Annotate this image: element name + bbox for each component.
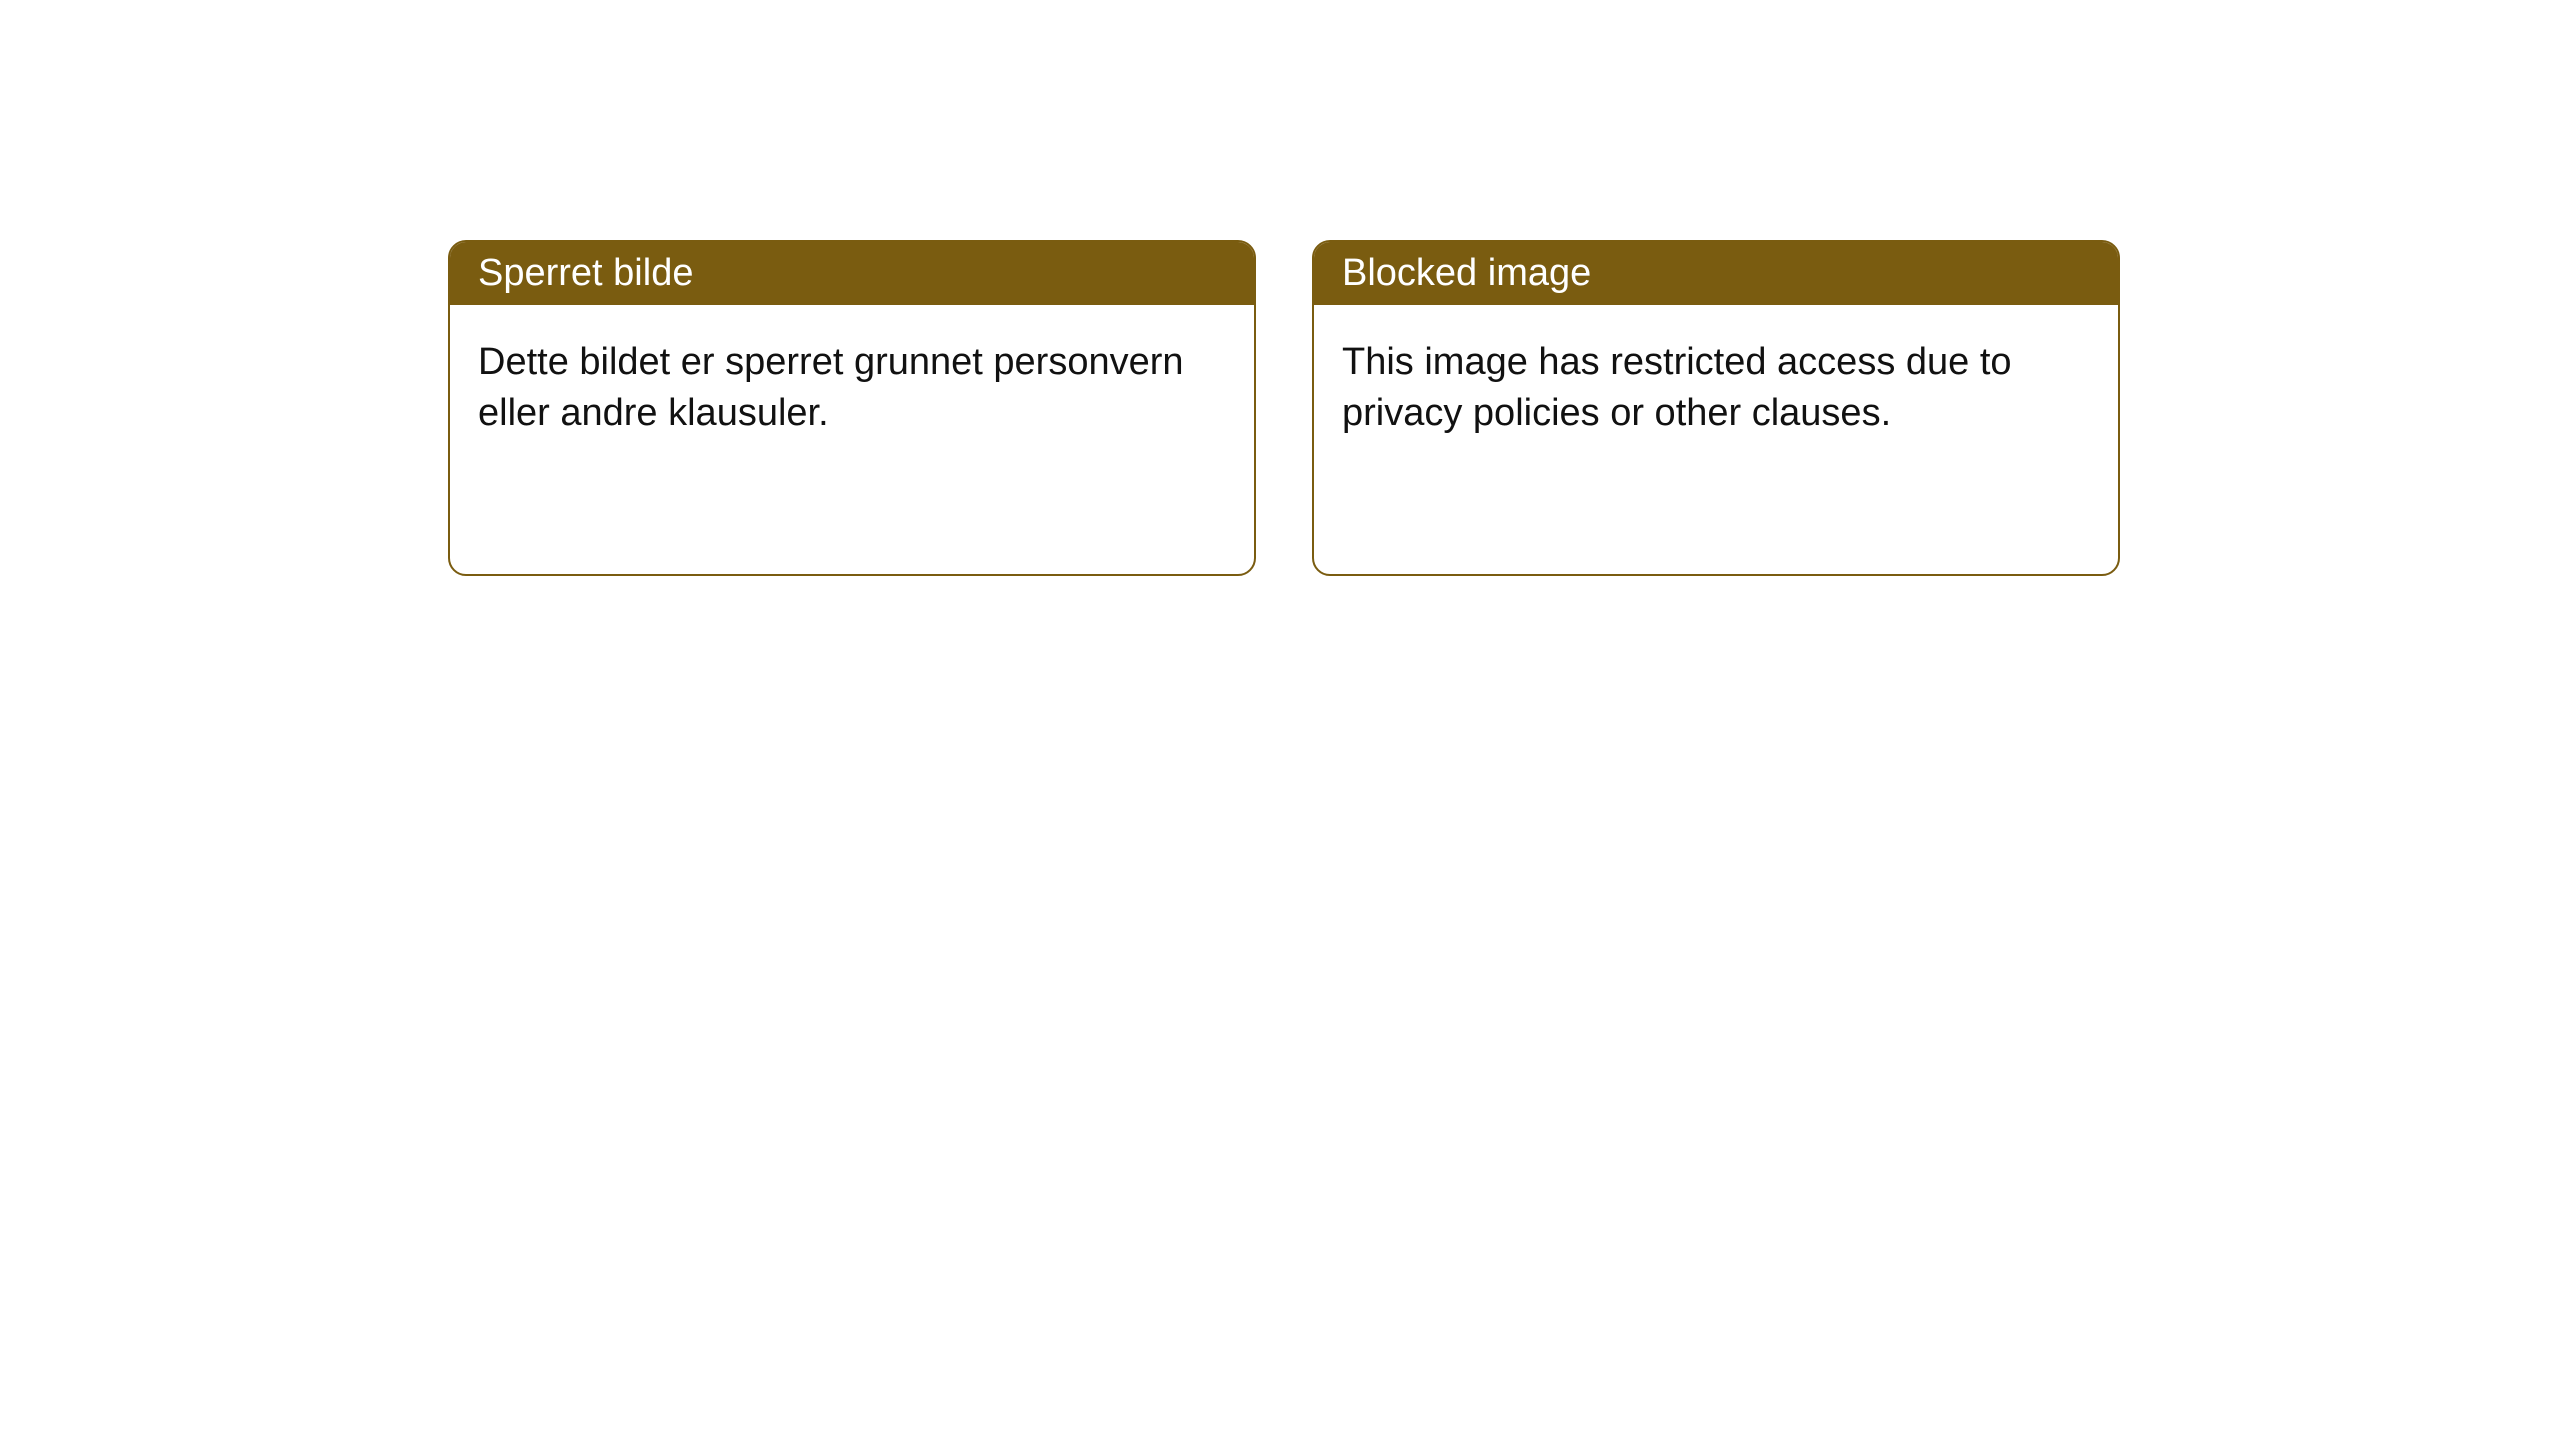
notice-card-norwegian: Sperret bilde Dette bildet er sperret gr… — [448, 240, 1256, 576]
card-title: Blocked image — [1314, 242, 2118, 305]
card-title: Sperret bilde — [450, 242, 1254, 305]
card-body-text: Dette bildet er sperret grunnet personve… — [450, 305, 1254, 472]
notice-card-english: Blocked image This image has restricted … — [1312, 240, 2120, 576]
notice-cards-container: Sperret bilde Dette bildet er sperret gr… — [0, 0, 2560, 576]
card-body-text: This image has restricted access due to … — [1314, 305, 2118, 472]
